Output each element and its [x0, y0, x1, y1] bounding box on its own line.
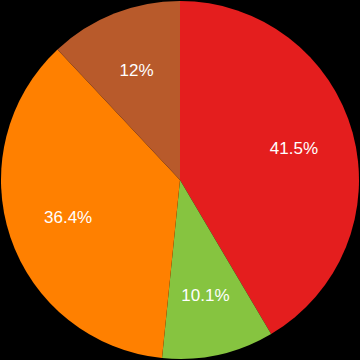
svg-text:41.5%: 41.5% — [270, 139, 318, 158]
svg-text:12%: 12% — [119, 61, 153, 80]
svg-text:36.4%: 36.4% — [44, 208, 92, 227]
svg-text:10.1%: 10.1% — [181, 286, 229, 305]
